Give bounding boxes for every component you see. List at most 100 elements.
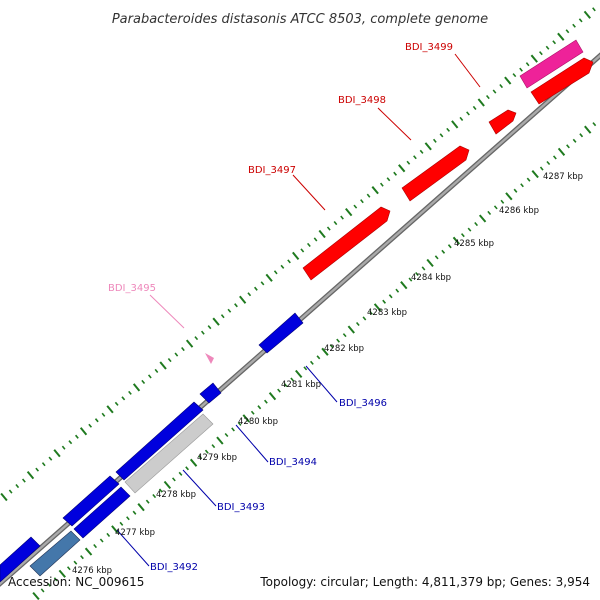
major-tick: [106, 405, 114, 414]
gene-BDI_3492b-feature[interactable]: [0, 536, 41, 583]
minor-tick: [126, 516, 130, 521]
gene-BDI_3495-feature[interactable]: [205, 353, 214, 364]
minor-tick: [145, 499, 150, 504]
gene-BDI_3492a-feature[interactable]: [73, 486, 131, 539]
major-tick: [26, 470, 35, 480]
gene-BDI_3498-feature[interactable]: [488, 109, 517, 135]
minor-tick: [290, 377, 295, 382]
major-tick: [79, 427, 88, 436]
gene-BDI_3492c-feature[interactable]: [29, 530, 81, 577]
minor-tick: [592, 7, 596, 12]
minor-tick: [171, 477, 176, 482]
minor-tick: [485, 94, 490, 100]
minor-tick: [61, 445, 66, 450]
gene-label-BDI_3496[interactable]: BDI_3496: [339, 398, 387, 409]
gene-label-BDI_3498[interactable]: BDI_3498: [338, 95, 386, 106]
gene-BDI_3494b-feature[interactable]: [115, 401, 204, 481]
gene-BDI_3499b-feature[interactable]: [530, 57, 594, 105]
minor-tick: [73, 560, 78, 565]
gene-label-BDI_3499[interactable]: BDI_3499: [405, 42, 453, 53]
gene-BDI_3497b-feature[interactable]: [302, 206, 391, 281]
minor-tick: [340, 215, 344, 220]
minor-tick: [260, 281, 265, 286]
gene-BDI_3494a-feature[interactable]: [199, 382, 222, 404]
genome-summary-text: Topology: circular; Length: 4,811,379 bp…: [259, 575, 590, 589]
accession-text: Accession: NC_009615: [8, 575, 144, 589]
map-title: Parabacteroides distasonis ATCC 8503, co…: [112, 12, 488, 27]
major-tick: [557, 147, 566, 156]
minor-tick: [8, 489, 13, 494]
minor-tick: [303, 366, 308, 371]
minor-tick: [167, 357, 172, 363]
minor-tick: [439, 133, 444, 138]
outer-tick-track: [0, 7, 596, 502]
major-tick: [58, 569, 66, 578]
minor-tick: [353, 204, 358, 209]
minor-tick: [395, 288, 400, 293]
minor-tick: [41, 462, 46, 467]
gene-label-BDI_3494[interactable]: BDI_3494: [269, 457, 317, 468]
major-tick: [584, 125, 592, 134]
minor-tick: [566, 144, 570, 149]
minor-tick: [572, 138, 577, 143]
major-tick: [373, 303, 382, 312]
minor-tick: [280, 264, 285, 269]
minor-tick: [53, 577, 58, 582]
major-tick: [137, 503, 145, 512]
gene-label-BDI_3492[interactable]: BDI_3492: [150, 562, 198, 573]
minor-tick: [101, 412, 106, 417]
major-tick: [216, 436, 224, 445]
minor-tick: [362, 316, 367, 321]
minor-tick: [360, 199, 364, 204]
kbp-label: 4285 kbp: [454, 239, 494, 249]
gene-BDI_3497a-feature[interactable]: [401, 145, 470, 202]
minor-tick: [519, 67, 523, 72]
minor-tick: [406, 160, 411, 165]
minor-tick: [247, 292, 252, 297]
kbp-label: 4278 kbp: [156, 490, 196, 500]
gene-BDI_3493-feature[interactable]: [124, 413, 214, 494]
minor-tick: [545, 45, 550, 50]
major-tick: [530, 54, 538, 63]
minor-tick: [48, 456, 53, 461]
major-tick: [32, 591, 40, 600]
minor-tick: [231, 427, 235, 432]
gene-label-BDI_3493[interactable]: BDI_3493: [217, 502, 265, 513]
minor-tick: [106, 532, 111, 538]
minor-tick: [141, 379, 146, 385]
minor-tick: [200, 330, 205, 335]
gene-BDI_3493b-feature[interactable]: [62, 475, 120, 527]
major-tick: [531, 170, 539, 179]
gene-BDI_3496-feature[interactable]: [258, 312, 304, 354]
minor-tick: [121, 396, 126, 401]
gene-BDI_3499-feature[interactable]: [519, 39, 584, 89]
minor-tick: [119, 521, 124, 526]
minor-tick: [441, 249, 446, 254]
minor-tick: [492, 89, 497, 94]
minor-tick: [283, 382, 288, 388]
minor-tick: [565, 29, 570, 34]
minor-tick: [174, 352, 179, 357]
minor-tick: [326, 226, 331, 231]
gene-label-BDI_3495[interactable]: BDI_3495: [108, 283, 156, 294]
kbp-labels: 4276 kbp 4277 kbp 4278 kbp 4279 kbp 4280…: [72, 172, 583, 576]
gene-labels: BDI_3499 BDI_3498 BDI_3497 BDI_3495 BDI_…: [108, 42, 453, 573]
minor-tick: [273, 270, 278, 275]
kbp-label: 4280 kbp: [238, 417, 278, 427]
minor-tick: [447, 244, 452, 249]
major-tick: [371, 186, 379, 195]
major-tick: [398, 164, 406, 173]
minor-tick: [379, 182, 384, 187]
major-tick: [163, 480, 172, 490]
minor-tick: [474, 221, 479, 227]
kbp-label: 4277 kbp: [115, 528, 155, 538]
minor-tick: [181, 346, 185, 352]
major-tick: [452, 236, 461, 245]
major-tick: [504, 76, 512, 85]
minor-tick: [538, 51, 543, 56]
major-tick: [477, 98, 485, 107]
major-tick: [239, 295, 247, 304]
minor-tick: [99, 538, 104, 543]
gene-label-BDI_3497[interactable]: BDI_3497: [248, 165, 296, 176]
reverse-genes: [0, 312, 304, 583]
